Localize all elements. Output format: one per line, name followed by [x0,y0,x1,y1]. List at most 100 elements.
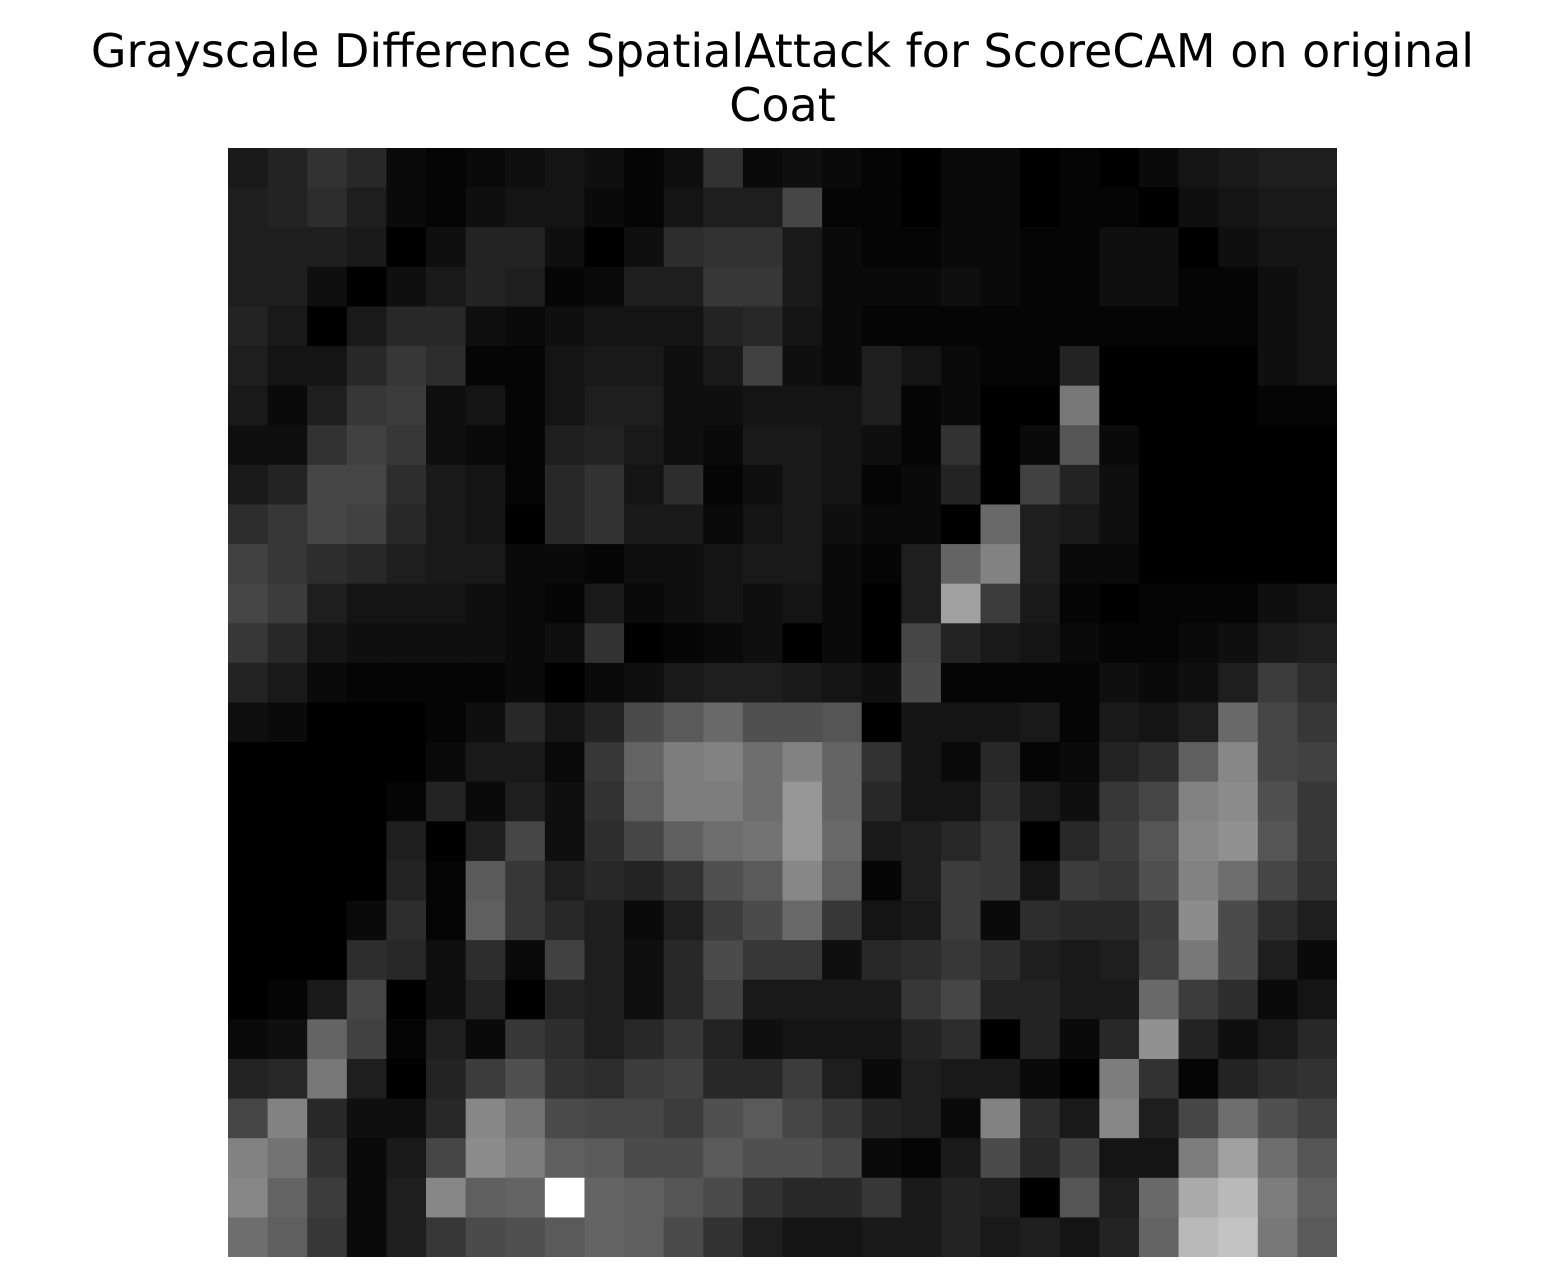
heatmap-cell-r12-c23 [1138,623,1180,664]
heatmap-cell-r6-c0 [228,385,269,426]
heatmap-cell-r6-c1 [267,385,308,426]
heatmap-cell-r1-c9 [584,187,625,228]
heatmap-cell-r11-c23 [1138,583,1180,624]
heatmap-cell-r0-c20 [1020,148,1061,189]
heatmap-cell-r10-c14 [782,544,823,585]
heatmap-cell-r11-c10 [624,583,665,624]
heatmap-cell-r25-c3 [346,1138,388,1179]
heatmap-cell-r16-c17 [901,781,942,822]
heatmap-cell-r4-c23 [1138,306,1180,347]
heatmap-cell-r6-c17 [901,385,942,426]
heatmap-cell-r19-c23 [1138,900,1180,941]
heatmap-cell-r19-c19 [980,900,1021,941]
heatmap-cell-r11-c3 [346,583,388,624]
heatmap-cell-r25-c11 [663,1138,704,1179]
heatmap-cell-r19-c6 [465,900,506,941]
heatmap-cell-r19-c15 [822,900,863,941]
heatmap-cell-r3-c18 [940,266,982,308]
heatmap-cell-r14-c2 [307,702,348,743]
heatmap-cell-r3-c12 [703,266,744,308]
heatmap-cell-r20-c0 [228,940,269,981]
heatmap-cell-r24-c8 [544,1098,586,1139]
heatmap-cell-r22-c14 [782,1019,823,1060]
chart-title-line-2: Coat [729,78,836,132]
heatmap-cell-r27-c11 [663,1217,704,1257]
heatmap-cell-r26-c24 [1178,1177,1219,1218]
heatmap-cell-r16-c6 [465,781,506,822]
heatmap-cell-r18-c19 [980,860,1021,902]
heatmap-cell-r23-c19 [980,1058,1021,1100]
heatmap-cell-r14-c3 [346,702,388,743]
heatmap-cell-r25-c0 [228,1138,269,1179]
heatmap-cell-r3-c15 [822,266,863,308]
heatmap-cell-r24-c7 [505,1098,546,1139]
heatmap-cell-r17-c27 [1297,821,1337,862]
heatmap-cell-r14-c19 [980,702,1021,743]
heatmap-cell-r27-c15 [822,1217,863,1257]
heatmap-cell-r26-c2 [307,1177,348,1218]
heatmap-cell-r22-c26 [1257,1019,1298,1060]
heatmap-cell-r25-c5 [426,1138,467,1179]
heatmap-cell-r19-c16 [861,900,902,941]
heatmap-cell-r9-c8 [544,504,586,545]
heatmap-cell-r24-c6 [465,1098,506,1139]
heatmap-cell-r5-c9 [584,346,625,387]
heatmap-cell-r9-c0 [228,504,269,545]
heatmap-cell-r7-c26 [1257,425,1298,466]
heatmap-cell-r27-c19 [980,1217,1021,1257]
heatmap-cell-r22-c13 [742,1019,784,1060]
heatmap-cell-r5-c8 [544,346,586,387]
heatmap-cell-r15-c23 [1138,742,1180,783]
heatmap-cell-r12-c24 [1178,623,1219,664]
heatmap-cell-r17-c2 [307,821,348,862]
heatmap-cell-r2-c10 [624,227,665,268]
heatmap-cell-r24-c3 [346,1098,388,1139]
heatmap-cell-r27-c4 [386,1217,427,1257]
heatmap-cell-r24-c22 [1099,1098,1140,1139]
heatmap-cell-r22-c23 [1138,1019,1180,1060]
heatmap-cell-r21-c15 [822,979,863,1020]
heatmap-cell-r6-c5 [426,385,467,426]
heatmap-cell-r3-c5 [426,266,467,308]
heatmap-cell-r6-c18 [940,385,982,426]
heatmap-cell-r27-c7 [505,1217,546,1257]
heatmap-cell-r22-c4 [386,1019,427,1060]
heatmap-cell-r7-c9 [584,425,625,466]
heatmap-cell-r22-c27 [1297,1019,1337,1060]
heatmap-cell-r13-c7 [505,662,546,704]
heatmap-cell-r10-c12 [703,544,744,585]
heatmap-cell-r14-c11 [663,702,704,743]
heatmap-cell-r11-c9 [584,583,625,624]
heatmap-cell-r23-c8 [544,1058,586,1100]
heatmap-cell-r2-c23 [1138,227,1180,268]
heatmap-cell-r27-c14 [782,1217,823,1257]
heatmap-cell-r4-c11 [663,306,704,347]
heatmap-cell-r17-c8 [544,821,586,862]
heatmap-cell-r20-c19 [980,940,1021,981]
heatmap-cell-r13-c16 [861,662,902,704]
heatmap-cell-r25-c15 [822,1138,863,1179]
heatmap-cell-r25-c21 [1059,1138,1100,1179]
heatmap-cell-r15-c26 [1257,742,1298,783]
heatmap-cell-r11-c22 [1099,583,1140,624]
heatmap-cell-r26-c14 [782,1177,823,1218]
heatmap-cell-r25-c1 [267,1138,308,1179]
heatmap-cell-r4-c8 [544,306,586,347]
heatmap-cell-r7-c17 [901,425,942,466]
heatmap-cell-r4-c4 [386,306,427,347]
heatmap-cell-r7-c1 [267,425,308,466]
heatmap-cell-r11-c6 [465,583,506,624]
heatmap-cell-r14-c23 [1138,702,1180,743]
heatmap-cell-r15-c0 [228,742,269,783]
heatmap-cell-r22-c1 [267,1019,308,1060]
heatmap-cell-r5-c18 [940,346,982,387]
heatmap-cell-r26-c1 [267,1177,308,1218]
heatmap-cell-r6-c20 [1020,385,1061,426]
heatmap-cell-r13-c14 [782,662,823,704]
heatmap-cell-r19-c4 [386,900,427,941]
heatmap-cell-r23-c14 [782,1058,823,1100]
heatmap-cell-r12-c14 [782,623,823,664]
heatmap-cell-r12-c5 [426,623,467,664]
heatmap-cell-r6-c14 [782,385,823,426]
heatmap-cell-r1-c21 [1059,187,1100,228]
